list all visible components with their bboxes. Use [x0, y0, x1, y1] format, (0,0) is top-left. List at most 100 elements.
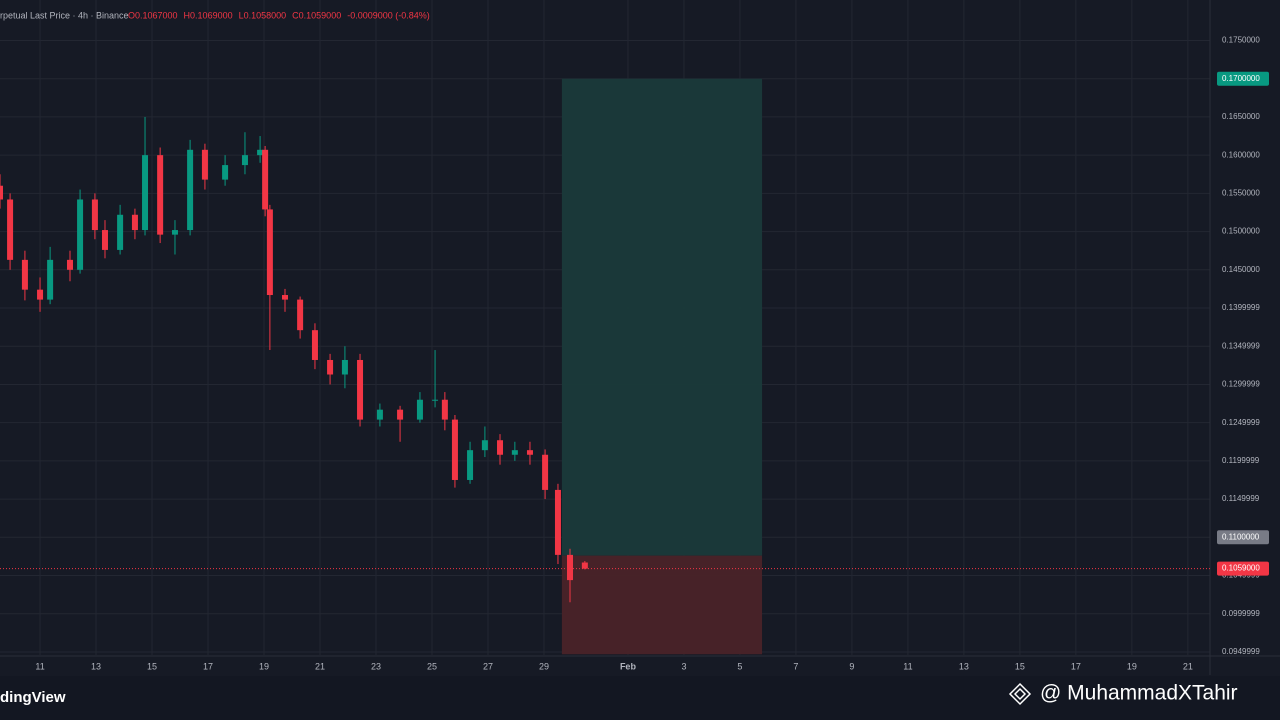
candle-body: [341, 359, 348, 375]
x-tick-label: 15: [1015, 661, 1025, 671]
candle-body: [511, 450, 518, 455]
candle-body: [481, 440, 488, 451]
price-badge: [1217, 71, 1269, 86]
position-tool: [561, 78, 763, 655]
y-tick-label: 0.1450000: [1222, 265, 1260, 274]
x-tick-label: 19: [1127, 661, 1137, 671]
candle-body: [257, 149, 264, 156]
candle-body: [542, 454, 549, 490]
price-badge-label: 0.1059000: [1222, 564, 1260, 573]
ohlc-value: -0.0009000 (-0.84%): [347, 10, 430, 20]
y-tick-label: 0.1399999: [1222, 303, 1260, 312]
x-tick-label: 15: [147, 661, 157, 671]
candle-body: [327, 359, 334, 375]
x-tick-label: 11: [35, 661, 44, 671]
candle-body: [432, 399, 439, 401]
footer-bar: [0, 676, 1280, 720]
candle-body: [554, 489, 561, 555]
candle-body: [416, 399, 423, 420]
y-tick-label: 0.1750000: [1222, 36, 1260, 45]
candle-body: [376, 409, 383, 420]
y-tick-label: 0.0949999: [1222, 647, 1260, 656]
x-tick-label: 23: [371, 661, 381, 671]
candle-body: [91, 199, 98, 231]
candle-body: [526, 450, 533, 455]
candle-body: [117, 214, 124, 250]
y-tick-label: 0.1550000: [1222, 188, 1260, 197]
price-badge-label: 0.1100000: [1222, 532, 1260, 541]
profit-zone: [561, 78, 763, 556]
x-tick-label: 19: [259, 661, 269, 671]
watermark-icon: [1008, 682, 1032, 706]
y-tick-label: 0.1199999: [1222, 456, 1260, 465]
price-badge: [1217, 561, 1269, 576]
candle-body: [297, 299, 304, 331]
candle-body: [311, 330, 318, 360]
x-tick-label: 13: [959, 661, 969, 671]
axes: 0.1750000 0.1700000 0.1650000 0.1600000 0.15…: [0, 36, 1269, 671]
ohlc-value: H0.1069000: [184, 10, 233, 20]
x-tick-label: 25: [427, 661, 437, 671]
ohlc-value: L0.1058000: [239, 10, 287, 20]
candle-body: [157, 155, 164, 235]
candle-body: [467, 450, 474, 480]
x-tick-label: 17: [203, 661, 213, 671]
candle-body: [241, 155, 248, 166]
candles: [0, 116, 588, 603]
x-tick-label: 11: [903, 661, 912, 671]
x-tick-label: 29: [539, 661, 549, 671]
candle-body: [266, 209, 273, 296]
x-tick-label: 13: [91, 661, 101, 671]
x-tick-label: 27: [483, 661, 493, 671]
price-badge: [1217, 530, 1269, 545]
x-tick-label: 7: [793, 661, 798, 671]
x-tick-label: 3: [681, 661, 686, 671]
x-tick-label: Feb: [620, 661, 637, 671]
candle-body: [441, 399, 448, 420]
candle-body: [131, 214, 138, 231]
candle-body: [282, 295, 289, 300]
candle-body: [397, 409, 404, 420]
candle-body: [262, 149, 269, 210]
y-tick-label: 0.1349999: [1222, 341, 1260, 350]
candle-body: [47, 259, 54, 300]
candle-body: [77, 199, 84, 270]
candle-body: [7, 199, 14, 260]
candle-body: [21, 259, 28, 290]
ohlc-header: O0.1067000 H0.1069000 L0.1058000 C0.1059000…: [128, 10, 430, 20]
x-tick-label: 17: [1071, 661, 1081, 671]
symbol: rpetual Last Price · 4h · Binance: [0, 10, 129, 20]
candle-body: [142, 155, 149, 231]
price-badge-label: 0.1700000: [1222, 74, 1260, 83]
candle-body: [567, 554, 574, 581]
candle-body: [0, 185, 3, 200]
y-tick-label: 0.1299999: [1222, 380, 1260, 389]
x-tick-label: 21: [1183, 661, 1193, 671]
candle-body: [37, 289, 44, 300]
candle-body: [222, 165, 229, 180]
candle-body: [187, 149, 194, 231]
loss-zone: [561, 555, 763, 655]
y-tick-label: 0.1149999: [1222, 494, 1260, 503]
ohlc-value: C0.1059000: [292, 10, 341, 20]
logo: dingView: [0, 689, 66, 706]
y-tick-label: 0.1600000: [1222, 150, 1260, 159]
watermark: @ MuhammadXTahir: [1040, 682, 1238, 705]
candle-body: [357, 359, 364, 420]
candle-body: [497, 440, 504, 455]
candle-body: [66, 259, 73, 270]
y-tick-label: 0.1500000: [1222, 227, 1260, 236]
candle-body: [171, 230, 178, 235]
ohlc-value: O0.1067000: [128, 10, 178, 20]
y-tick-label: 0.1650000: [1222, 112, 1260, 121]
x-tick-label: 9: [849, 661, 854, 671]
candle-body: [101, 230, 108, 250]
y-tick-label: 0.0999999: [1222, 609, 1260, 618]
candle-body: [581, 562, 588, 569]
x-tick-label: 21: [315, 661, 325, 671]
x-tick-label: 5: [737, 661, 742, 671]
candle-body: [451, 419, 458, 480]
candle-body: [201, 149, 208, 180]
